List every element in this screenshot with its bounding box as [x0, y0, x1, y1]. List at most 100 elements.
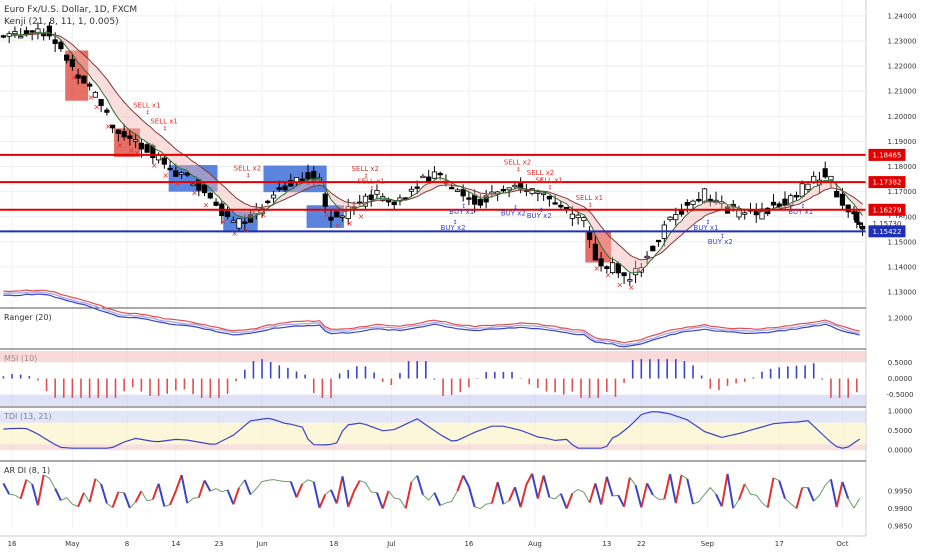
msi-bar — [563, 379, 565, 395]
ardi-segment — [630, 477, 636, 485]
ardi-segment — [107, 503, 113, 507]
ardi-segment — [779, 481, 785, 499]
ardi-segment — [417, 475, 423, 494]
candle-body — [645, 256, 649, 258]
ardi-segment — [118, 492, 124, 493]
price-label: 1.18465 — [873, 151, 902, 159]
ardi-segment — [302, 480, 308, 484]
msi-bar — [132, 379, 134, 388]
ardi-segment — [486, 503, 492, 504]
ardi-segment — [670, 474, 676, 503]
ardi-segment — [819, 485, 825, 495]
ardi-segment — [503, 501, 509, 504]
ardi-segment — [791, 504, 797, 509]
sell-signal-label: SELL x2 — [504, 159, 531, 167]
candle-body — [145, 145, 149, 153]
candle-body — [133, 140, 137, 142]
ardi-segment — [61, 498, 67, 501]
candle-body — [478, 199, 482, 205]
candle-body — [685, 202, 689, 205]
ardi-segment — [842, 482, 848, 499]
ardi-segment — [561, 494, 567, 509]
candle-body — [593, 244, 597, 260]
buy-signal-arrow: ↕ — [513, 204, 518, 211]
x-tick-label: 23 — [214, 540, 223, 548]
candle-body — [679, 211, 683, 214]
sell-marker: × — [335, 222, 342, 231]
msi-bar — [296, 371, 298, 378]
ardi-segment — [699, 495, 705, 502]
ardi-segment — [187, 498, 193, 503]
candle-body — [605, 267, 609, 269]
msi-bar — [373, 373, 375, 379]
msi-bar — [382, 379, 384, 382]
candle-body — [47, 26, 51, 36]
msi-bar — [158, 379, 160, 396]
ardi-segment — [676, 475, 682, 503]
msi-bar — [761, 372, 763, 379]
panel-y-tick: 0.5000 — [888, 359, 913, 367]
ardi-segment — [400, 499, 406, 508]
ardi-segment — [796, 488, 802, 509]
msi-bar — [606, 379, 608, 392]
candle-body — [231, 221, 235, 223]
ardi-segment — [130, 502, 136, 508]
candle-body — [806, 184, 810, 189]
sell-signal-arrow: ↕ — [369, 186, 374, 193]
ardi-segment — [49, 478, 55, 488]
ardi-segment — [463, 475, 469, 486]
msi-bar — [408, 361, 410, 378]
candle-body — [564, 207, 568, 209]
sell-marker: × — [93, 103, 100, 112]
panel-title: AR DI (8, 1) — [4, 466, 50, 475]
ardi-segment — [136, 491, 142, 502]
ardi-segment — [365, 483, 371, 492]
candle-body — [208, 193, 212, 198]
ardi-segment — [848, 499, 854, 509]
candle-body — [426, 177, 430, 181]
ardi-segment — [590, 483, 596, 502]
panel-y-tick: 0.0000 — [888, 375, 913, 383]
sell-signal-label: SELL x1 — [535, 177, 563, 185]
ardi-segment — [256, 482, 262, 489]
ardi-segment — [199, 480, 205, 497]
ardi-segment — [308, 480, 314, 482]
x-tick-label: Jul — [386, 540, 396, 548]
msi-bar — [468, 379, 470, 388]
candle-body — [855, 212, 859, 222]
candle-body — [513, 185, 517, 187]
ardi-segment — [101, 484, 107, 503]
msi-bar — [278, 365, 280, 378]
msi-bar — [537, 379, 539, 388]
sell-signal-label: SELL x1 — [576, 194, 604, 202]
ardi-segment — [521, 485, 527, 508]
msi-bar — [494, 372, 496, 379]
candle-body — [156, 155, 160, 160]
panel-y-tick: 0.9950 — [888, 488, 913, 496]
panel-y-tick: -0.5000 — [886, 391, 913, 399]
ardi-segment — [228, 490, 234, 504]
ardi-segment — [193, 497, 199, 498]
sell-marker: × — [174, 179, 181, 188]
candle-body — [541, 193, 545, 195]
x-tick-label: 13 — [602, 540, 611, 548]
ardi-segment — [159, 484, 165, 507]
ardi-segment — [549, 497, 555, 498]
msi-bar — [778, 367, 780, 378]
msi-bar — [856, 379, 858, 393]
tdi-lower-band — [0, 444, 866, 450]
x-tick-label: 16 — [8, 540, 17, 548]
sell-marker: × — [134, 148, 141, 157]
candle-body — [691, 201, 695, 204]
msi-bar — [416, 361, 418, 378]
sell-marker: × — [70, 73, 77, 82]
ardi-segment — [153, 484, 159, 500]
candle-body — [306, 173, 310, 179]
candle-body — [507, 188, 511, 190]
msi-bar — [201, 379, 203, 398]
candle-body — [53, 40, 57, 44]
ardi-segment — [636, 485, 642, 507]
ardi-segment — [233, 488, 239, 505]
